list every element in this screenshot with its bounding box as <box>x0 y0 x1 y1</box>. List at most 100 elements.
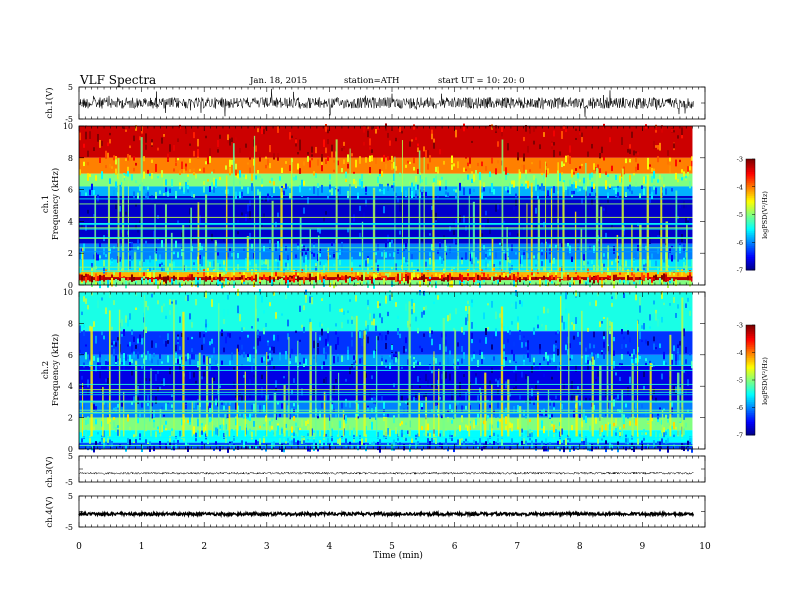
ch2-spectrogram-cell <box>229 402 231 405</box>
ch2-spectrogram-cell <box>647 360 649 365</box>
ch2-spectrogram-cell <box>553 433 555 439</box>
ch2-spectrogram-cell <box>399 423 401 427</box>
ch1-waveform-panel: 5-5 <box>65 83 706 124</box>
ch1-spectrogram-cell <box>453 163 455 167</box>
ch1-spectrogram-cell <box>255 269 257 276</box>
ch2-spectrogram-cell <box>423 306 425 311</box>
ch2-spectrogram-cell <box>659 407 661 410</box>
ch2-spectrogram-cell <box>471 299 473 306</box>
ch1-spectrogram-cell <box>381 171 383 177</box>
ch2-spectrogram-cell <box>459 430 461 437</box>
ch1-spectrogram-cell <box>525 180 527 186</box>
ch2-spectrogram-cell <box>241 440 243 448</box>
ch1-spectrogram-cell <box>193 168 195 172</box>
ch1-spectrogram-cell <box>137 192 139 199</box>
ch1-spectrogram-cell <box>377 176 379 184</box>
ch2-spectrogram-cell <box>437 295 439 300</box>
ch2-spectrogram-cell <box>141 354 143 358</box>
ch1-spectrogram-colorbar-cell <box>746 186 755 190</box>
ch2-spectrogram-cell <box>683 428 685 436</box>
ch2-spectrogram-cell <box>401 429 403 437</box>
ch1-spectrogram-cell <box>353 214 355 222</box>
ch2-spectrogram-cell <box>403 444 405 451</box>
ch1-spectrogram-cell <box>533 199 535 203</box>
ch1-spectrogram-cell <box>577 185 579 192</box>
ch2-spectrogram-cell <box>487 303 489 306</box>
ch2-spectrogram-cell <box>563 321 565 330</box>
ch2-spectrogram-cell <box>203 337 205 344</box>
ch2-spectrogram-cell <box>547 355 549 362</box>
ch2-spectrogram-cell <box>585 415 587 423</box>
ch1-spectrogram-cell <box>387 132 389 138</box>
ch1-spectrogram-cell <box>615 191 617 197</box>
ch2-spectrogram-cell <box>351 319 353 324</box>
ch2-spectrogram-cell <box>345 421 347 424</box>
ch2-spectrogram-cell <box>289 429 291 436</box>
ch1-spectrogram-cell <box>213 260 215 269</box>
ch2-spectrogram-cell <box>477 412 479 418</box>
ch1-spectrogram-cell <box>529 263 531 267</box>
ch1-spectrogram-cell <box>635 166 637 172</box>
ch2-spectrogram-cell <box>429 440 431 449</box>
ch1-spectrogram-cell <box>81 274 83 281</box>
ch2-spectrogram-cell <box>495 311 497 320</box>
ch1-spectrogram-cell <box>669 248 671 253</box>
ch1-spectrogram-cell <box>457 161 459 169</box>
ch2-spectrogram-cell <box>101 421 103 427</box>
ch2-spectrogram-cell <box>579 400 581 406</box>
ch2-spectrogram-cell <box>463 331 465 335</box>
ch2-spectrogram-cell <box>649 326 651 329</box>
ch1-spectrogram-cell <box>403 244 405 249</box>
ch1-spectrogram-cell <box>245 273 247 278</box>
ch1-spectrogram-cell <box>203 181 205 185</box>
ch2-spectrogram-cell <box>615 397 617 402</box>
ch1-spectrogram-cell <box>685 265 687 274</box>
ch1-spectrogram-cell <box>617 185 619 189</box>
ch2-spectrogram-cell <box>93 356 95 361</box>
ch2-spectrogram-cell <box>305 420 307 426</box>
ch2-spectrogram-cell <box>281 313 283 316</box>
ch1-spectrogram-cell <box>235 281 237 284</box>
ch1-spectrogram-cell <box>89 216 91 222</box>
ch1-spectrogram-cell <box>483 272 485 277</box>
ch2-spectrogram-cell <box>313 432 315 440</box>
ch2-spectrogram-cell <box>219 424 221 429</box>
ch2-spectrogram-ytick-label: 2 <box>68 414 73 423</box>
ch2-spectrogram-cell <box>523 354 525 362</box>
ch1-spectrogram-cell <box>385 275 387 281</box>
ch1-spectrogram-cell <box>529 280 531 284</box>
ch2-spectrogram-cell <box>613 399 615 407</box>
ch1-spectrogram-cell <box>163 279 165 285</box>
ch2-spectrogram-cell <box>453 433 455 438</box>
ch1-spectrogram-cell <box>175 279 177 285</box>
ch1-spectrogram-cell <box>593 183 595 189</box>
ch3-waveform-panel: 5-5 <box>65 452 706 487</box>
ch1-spectrogram-cell <box>243 248 245 252</box>
ch2-spectrogram-cell <box>481 354 483 362</box>
ch2-spectrogram-cell <box>293 438 295 444</box>
ch1-spectrogram-cell <box>129 155 131 162</box>
ch2-spectrogram-cell <box>421 426 423 431</box>
ch2-spectrogram-cell <box>601 417 603 420</box>
ch2-spectrogram-cell <box>93 321 95 327</box>
ch1-spectrogram-cell <box>87 150 89 157</box>
ch2-spectrogram-cell <box>505 425 507 431</box>
ch2-spectrogram-cell <box>565 321 567 329</box>
ch2-spectrogram-cell <box>383 412 385 416</box>
ch2-spectrogram-cell <box>685 422 687 428</box>
ch1-spectrogram-cell <box>159 263 161 268</box>
ch1-spectrogram-cell <box>681 127 683 136</box>
ch2-spectrogram-cell <box>251 326 253 329</box>
ch2-spectrogram-cell <box>481 423 483 431</box>
ch1-spectrogram-cell <box>541 172 543 176</box>
ch2-spectrogram-cell <box>323 378 325 384</box>
ch1-spectrogram-cell <box>209 261 211 268</box>
ch1-spectrogram-cell <box>623 279 625 284</box>
ch1-spectrogram-cell <box>443 160 445 165</box>
ch1-spectrogram-cell <box>367 256 369 264</box>
ch2-spectrogram-cell <box>383 408 385 415</box>
ch1-spectrogram-cell <box>239 170 241 178</box>
ch1-spectrogram-cell <box>519 256 521 264</box>
ch2-spec-ylabel-line1: ch.2 <box>41 361 51 379</box>
ch2-spectrogram-cell <box>593 404 595 410</box>
